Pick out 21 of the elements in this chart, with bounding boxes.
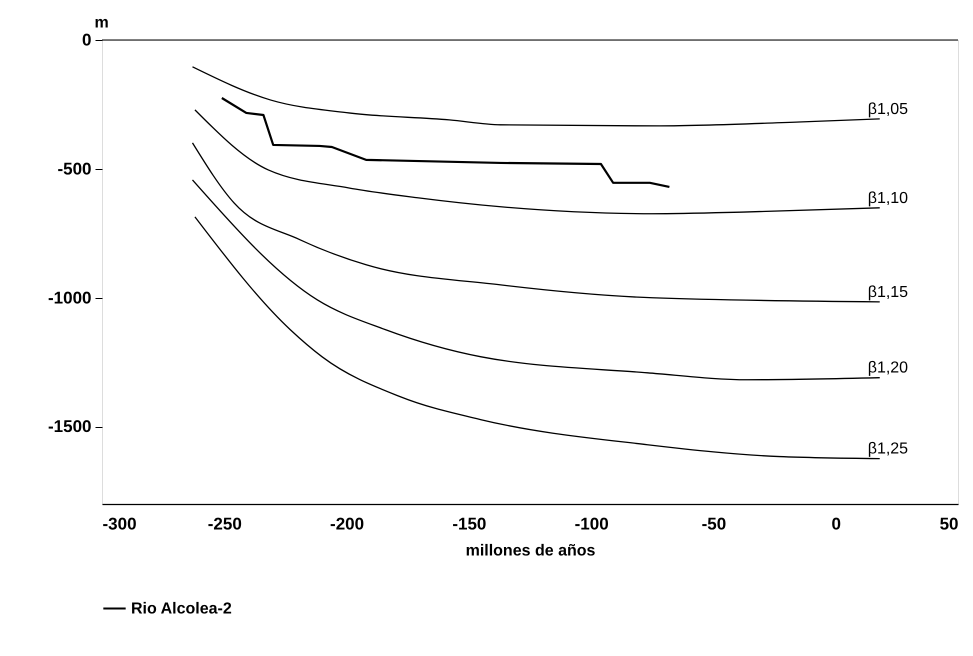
series-label: β1,15 [868, 284, 908, 301]
y-tick-label: 0 [82, 30, 92, 50]
y-tick-label: -1500 [48, 417, 92, 436]
y-axis-title: m [94, 14, 109, 32]
series-label: β1,20 [868, 360, 908, 377]
x-tick-label: 50 [940, 514, 958, 534]
legend-label: Rio Alcolea-2 [131, 600, 232, 618]
x-tick-label: 0 [831, 514, 841, 534]
x-tick-label: -250 [208, 514, 242, 534]
y-tick-label: -1000 [48, 288, 92, 308]
x-tick-label: -100 [574, 514, 609, 534]
series-label: β1,05 [868, 100, 908, 118]
x-tick-label: -200 [330, 514, 364, 534]
x-tick-label: -50 [702, 514, 726, 534]
series-label: β1,10 [868, 190, 908, 207]
y-tick-label: -500 [57, 159, 92, 178]
x-tick-label: -300 [102, 514, 137, 534]
line-series [220, 96, 671, 188]
x-axis-title: millones de años [466, 542, 596, 560]
series-label: β1,25 [868, 440, 908, 458]
x-tick-label: -150 [452, 514, 486, 534]
